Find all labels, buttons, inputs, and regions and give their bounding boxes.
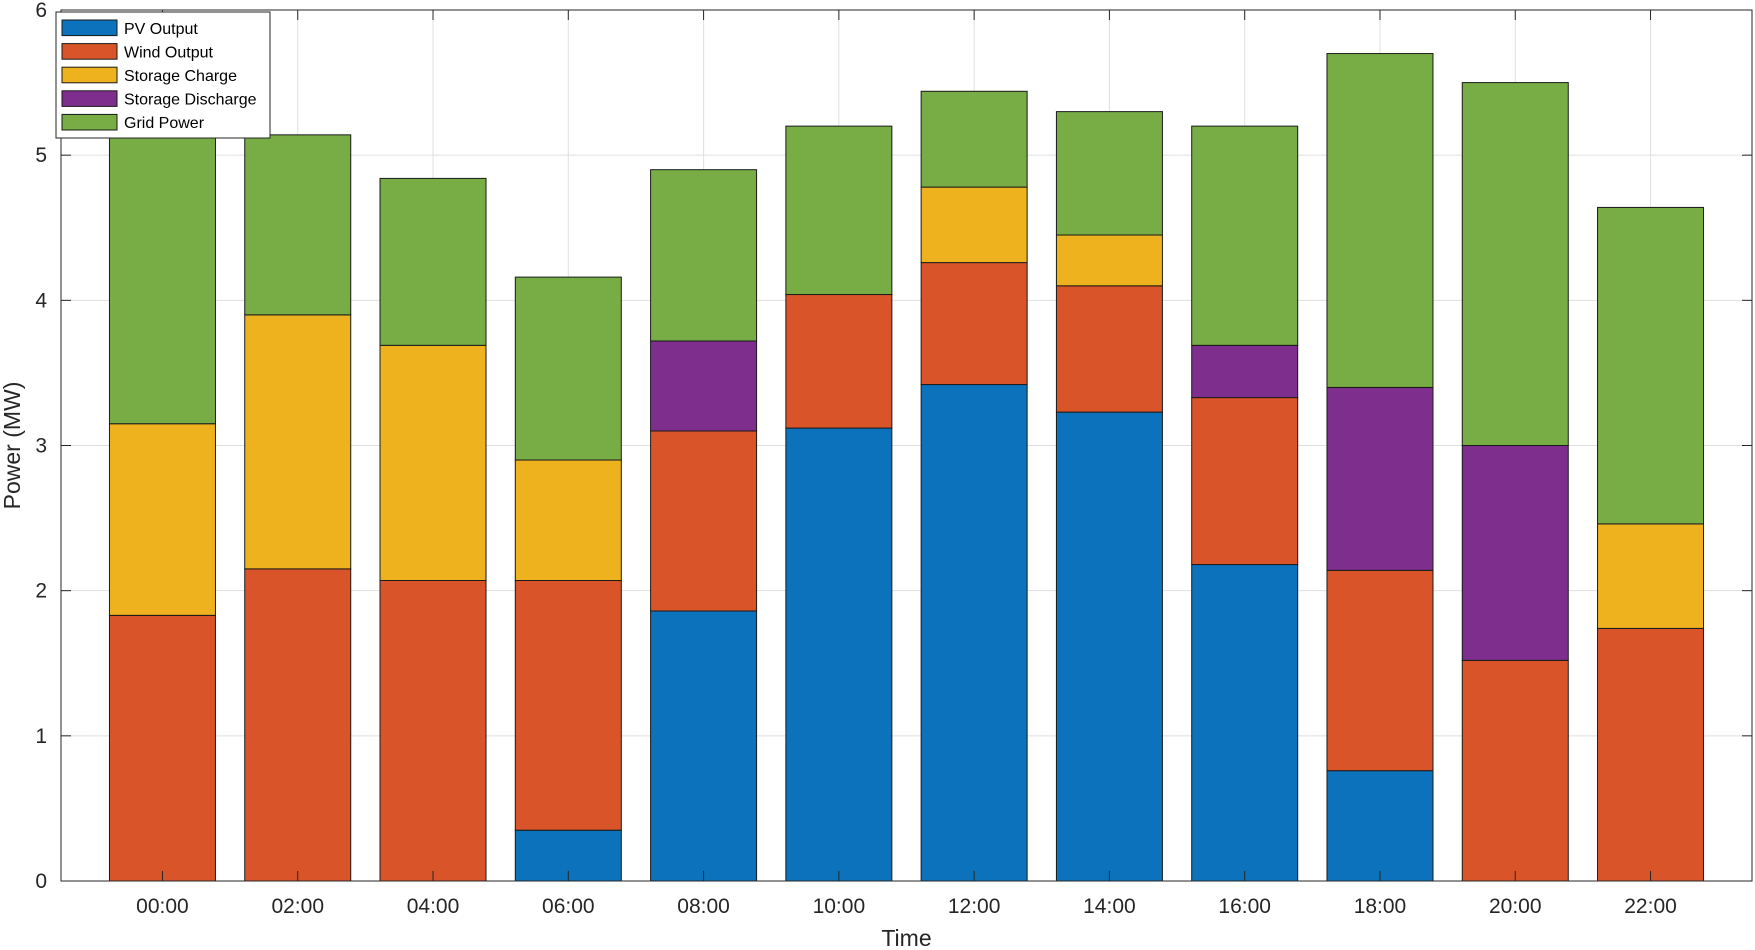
legend-label: PV Output: [124, 21, 198, 38]
legend-label: Grid Power: [124, 115, 205, 132]
legend-swatch: [61, 90, 118, 107]
bars: [108, 53, 1705, 882]
x-tick-label: 08:00: [677, 895, 730, 918]
y-tick-label: 5: [35, 144, 47, 167]
bar-segment: [1461, 82, 1569, 446]
bar-segment: [920, 384, 1028, 882]
bar-segment: [108, 614, 216, 882]
y-tick-label: 2: [35, 580, 47, 603]
bar-segment: [1461, 445, 1569, 661]
bar-segment: [650, 340, 758, 432]
y-tick-label: 4: [35, 289, 47, 312]
bar-segment: [1326, 569, 1434, 772]
legend-swatch: [61, 43, 118, 60]
y-axis-label: Power (MW): [0, 382, 25, 510]
bar-segment: [1055, 285, 1163, 413]
bar-segment: [1597, 627, 1705, 882]
bar-segment: [244, 314, 352, 570]
y-tick-label: 1: [35, 725, 47, 748]
legend: PV Output Wind Output Storage Charge Storag…: [55, 11, 271, 139]
legend-swatch: [61, 113, 118, 131]
bar-segment: [379, 177, 487, 346]
x-tick-label: 02:00: [271, 895, 324, 918]
bar-segment: [920, 262, 1028, 386]
bar-segment: [1326, 53, 1434, 388]
bar-segment: [920, 186, 1028, 264]
bar-segment: [785, 427, 893, 882]
bar-segment: [1326, 386, 1434, 571]
bar-segment: [514, 459, 622, 582]
bar-segment: [1191, 564, 1299, 882]
y-tick-label: 3: [35, 435, 47, 458]
x-tick-label: 20:00: [1489, 895, 1542, 918]
bar-segment: [244, 568, 352, 882]
bar-segment: [1191, 397, 1299, 566]
bar-segment: [1191, 125, 1299, 346]
bar-segment: [108, 423, 216, 616]
bar-segment: [650, 430, 758, 612]
bar-segment: [1326, 770, 1434, 882]
bar-segment: [379, 580, 487, 882]
x-tick-label: 14:00: [1083, 895, 1136, 918]
x-tick-label: 06:00: [542, 895, 595, 918]
bar-segment: [1191, 344, 1299, 399]
y-tick-label: 6: [35, 0, 47, 22]
x-tick-label: 22:00: [1624, 895, 1677, 918]
bar-segment: [1461, 659, 1569, 882]
legend-label: Storage Discharge: [124, 92, 257, 109]
bar-segment: [1597, 523, 1705, 629]
x-tick-label: 00:00: [136, 895, 189, 918]
x-axis-label: Time: [881, 925, 931, 950]
bar-segment: [1055, 111, 1163, 236]
x-tick-label: 04:00: [407, 895, 460, 918]
bar-segment: [785, 125, 893, 296]
axes: 0 1 2 3 4 5 6 00:00 02:00 04:00 06:00 08:00 10:00 12:…: [35, 0, 1753, 918]
legend-swatch: [61, 19, 118, 37]
bar-segment: [1055, 411, 1163, 882]
legend-label: Storage Charge: [124, 68, 237, 85]
bar-segment: [650, 169, 758, 342]
bar-segment: [650, 610, 758, 882]
bar-segment: [514, 276, 622, 461]
x-tick-label: 12:00: [948, 895, 1001, 918]
bar-segment: [1055, 234, 1163, 287]
bar-segment: [379, 344, 487, 582]
x-tick-label: 10:00: [813, 895, 866, 918]
legend-label: Wind Output: [124, 44, 213, 61]
bar-segment: [1597, 206, 1705, 525]
y-tick-label: 0: [35, 870, 47, 893]
legend-swatch: [61, 66, 118, 84]
x-tick-label: 18:00: [1354, 895, 1407, 918]
bar-segment: [244, 134, 352, 316]
bar-segment: [514, 580, 622, 831]
x-tick-label: 16:00: [1218, 895, 1271, 918]
bar-segment: [108, 134, 216, 425]
bar-segment: [920, 90, 1028, 188]
bar-segment: [785, 294, 893, 429]
